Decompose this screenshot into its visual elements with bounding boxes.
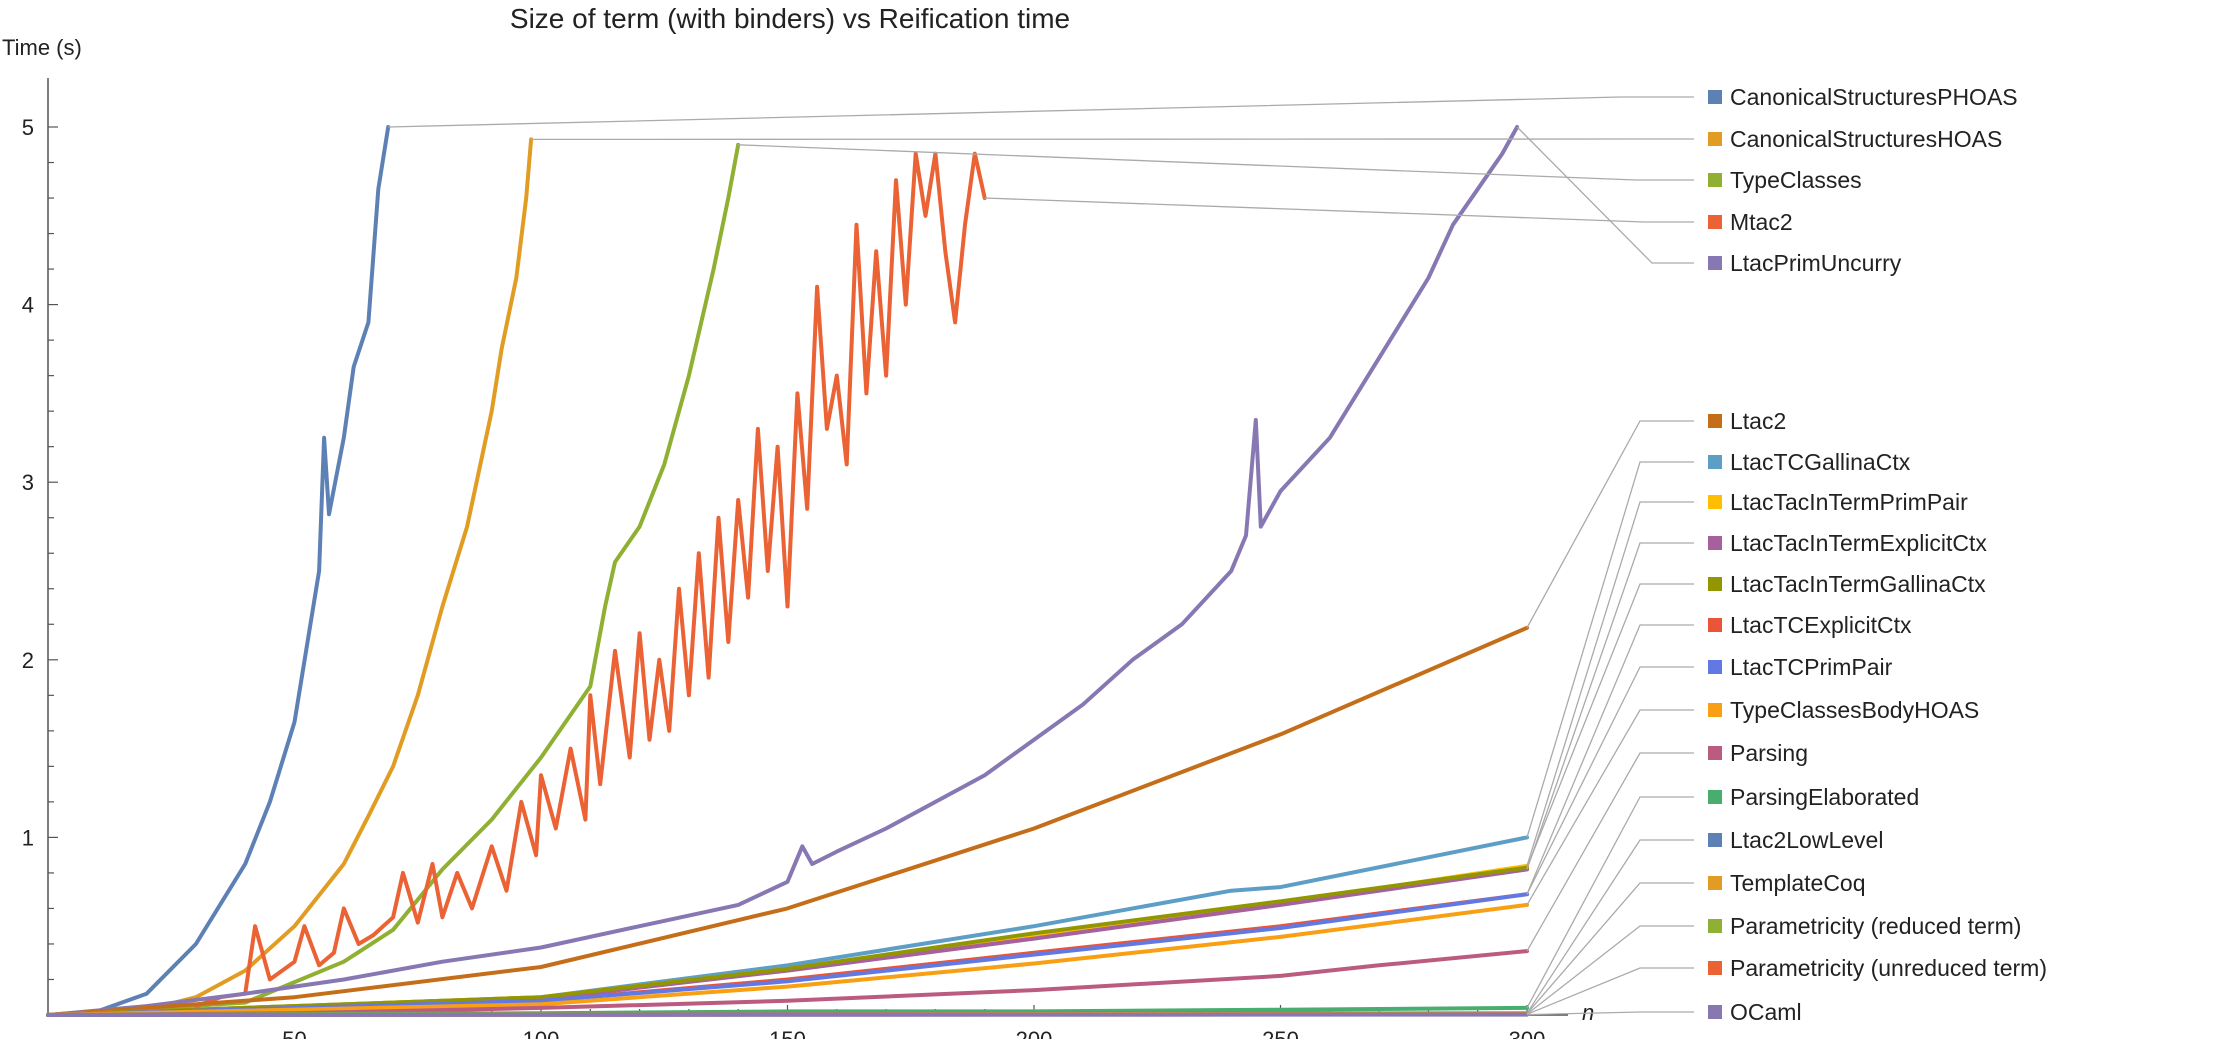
legend-swatch-ltacprimuncurry <box>1708 256 1722 270</box>
legend-label-ltactacintermexplicitctx: LtacTacInTermExplicitCtx <box>1730 530 1987 556</box>
legend-label-parsingelaborated: ParsingElaborated <box>1730 784 1919 810</box>
series-line-ltactacintermgallinactx <box>46 865 1529 1017</box>
leader-line-ltacprimuncurry <box>1516 126 1694 264</box>
legend-swatch-typeclasses <box>1708 173 1722 187</box>
series-line-mtac2 <box>193 151 987 1009</box>
x-tick-label: 100 <box>523 1027 560 1039</box>
legend-swatch-mtac2 <box>1708 215 1722 229</box>
legend-swatch-ltactacintermgallinactx <box>1708 577 1722 591</box>
series-line-canonicalstructureshoas <box>46 137 534 1017</box>
y-tick-label: 5 <box>22 115 34 140</box>
legend-swatch-templatecoq <box>1708 876 1722 890</box>
legend-label-mtac2: Mtac2 <box>1730 209 1793 235</box>
leader-line-ltactcgallinactx <box>1526 461 1694 838</box>
legend-label-ltacprimuncurry: LtacPrimUncurry <box>1730 250 1902 276</box>
legend-label-ltactcexplicitctx: LtacTCExplicitCtx <box>1730 612 1912 638</box>
leader-line-ltactcprimpair <box>1526 666 1694 895</box>
x-tick-label: 200 <box>1016 1027 1053 1039</box>
legend-swatch-typeclassesbodyhoas <box>1708 703 1722 717</box>
y-tick-label: 2 <box>22 648 34 673</box>
legend-label-canonicalstructureshoas: CanonicalStructuresHOAS <box>1730 126 2002 152</box>
legend-swatch-ocaml <box>1708 1005 1722 1019</box>
legend-label-ltactcgallinactx: LtacTCGallinaCtx <box>1730 449 1911 475</box>
y-tick-label: 1 <box>22 825 34 850</box>
x-tick-label: 300 <box>1509 1027 1546 1039</box>
legend-swatch-parametricity-reduced-term <box>1708 919 1722 933</box>
leader-line-templatecoq <box>1526 882 1694 1015</box>
legend-swatch-canonicalstructuresphoas <box>1708 90 1722 104</box>
legend-label-ltactacintermgallinactx: LtacTacInTermGallinaCtx <box>1730 571 1986 597</box>
x-tick-label: 250 <box>1262 1027 1299 1039</box>
chart-title: Size of term (with binders) vs Reificati… <box>510 3 1070 34</box>
legend-label-parametricity-reduced-term: Parametricity (reduced term) <box>1730 913 2021 939</box>
leader-line-mtac2 <box>984 197 1694 223</box>
x-tick-label: 150 <box>769 1027 806 1039</box>
x-tick-label: 50 <box>282 1027 306 1039</box>
legend-swatch-ltac2 <box>1708 414 1722 428</box>
legend-label-canonicalstructuresphoas: CanonicalStructuresPHOAS <box>1730 84 2018 110</box>
series-line-ltactcexplicitctx <box>46 892 1529 1017</box>
legend-swatch-parsingelaborated <box>1708 790 1722 804</box>
legend-swatch-ltac2lowlevel <box>1708 833 1722 847</box>
leader-line-ltac2lowlevel <box>1526 839 1694 1014</box>
legend-swatch-parsing <box>1708 746 1722 760</box>
leader-line-ltac2 <box>1526 420 1694 629</box>
y-tick-label: 4 <box>22 293 34 318</box>
leader-line-parametricity-reduced-term <box>1526 925 1694 1015</box>
leader-line-parsingelaborated <box>1526 796 1694 1009</box>
legend-swatch-parametricity-unreduced-term <box>1708 961 1722 975</box>
leader-line-ltactacintermprimpair <box>1526 501 1694 866</box>
series-line-ltac2 <box>46 625 1529 1017</box>
legend-swatch-canonicalstructureshoas <box>1708 132 1722 146</box>
series-line-typeclasses <box>46 142 741 1017</box>
legend: CanonicalStructuresPHOAS CanonicalStructu… <box>1708 84 2047 1025</box>
legend-swatch-ltactcgallinactx <box>1708 455 1722 469</box>
legend-label-ltactcprimpair: LtacTCPrimPair <box>1730 654 1893 680</box>
leader-line-ltactacintermgallinactx <box>1526 583 1694 868</box>
series-line-typeclassesbodyhoas <box>46 902 1529 1017</box>
legend-label-templatecoq: TemplateCoq <box>1730 870 1866 896</box>
legend-swatch-ltactacintermexplicitctx <box>1708 536 1722 550</box>
x-axis-label: n <box>1582 1000 1594 1025</box>
series-line-ltacprimuncurry <box>46 125 1520 1017</box>
series-line-canonicalstructuresphoas <box>46 125 391 1017</box>
leader-line-typeclasses <box>738 144 1694 181</box>
legend-label-ltac2: Ltac2 <box>1730 408 1786 434</box>
legend-label-parsing: Parsing <box>1730 740 1808 766</box>
leader-line-typeclassesbodyhoas <box>1526 709 1694 906</box>
leader-line-ocaml <box>1526 1011 1694 1016</box>
series-line-ltactcprimpair <box>46 892 1529 1017</box>
legend-label-typeclasses: TypeClasses <box>1730 167 1862 193</box>
y-axis-label: Time (s) <box>2 35 82 60</box>
legend-swatch-ltactacintermprimpair <box>1708 495 1722 509</box>
legend-label-typeclassesbodyhoas: TypeClassesBodyHOAS <box>1730 697 1979 723</box>
leader-lines <box>388 96 1694 1016</box>
leader-line-parsing <box>1526 752 1694 952</box>
leader-line-canonicalstructuresphoas <box>388 96 1694 128</box>
legend-label-ocaml: OCaml <box>1730 999 1802 1025</box>
legend-label-parametricity-unreduced-term: Parametricity (unreduced term) <box>1730 955 2047 981</box>
y-tick-label: 3 <box>22 470 34 495</box>
legend-swatch-ltactcexplicitctx <box>1708 618 1722 632</box>
leader-line-ltactacintermexplicitctx <box>1526 542 1694 870</box>
legend-swatch-ltactcprimpair <box>1708 660 1722 674</box>
series-lines <box>46 125 1529 1017</box>
legend-label-ltactacintermprimpair: LtacTacInTermPrimPair <box>1730 489 1968 515</box>
leader-line-parametricity-unreduced-term <box>1526 967 1694 1015</box>
legend-label-ltac2lowlevel: Ltac2LowLevel <box>1730 827 1883 853</box>
leader-line-ltactcexplicitctx <box>1526 624 1694 895</box>
